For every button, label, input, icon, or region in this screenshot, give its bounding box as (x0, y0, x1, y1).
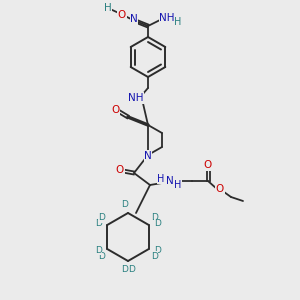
Text: O: O (111, 105, 119, 115)
Text: O: O (216, 184, 224, 194)
Text: D: D (98, 213, 105, 222)
Text: O: O (118, 10, 126, 20)
Text: D: D (121, 265, 128, 274)
Text: H: H (157, 174, 165, 184)
Text: H: H (174, 17, 182, 27)
Text: N: N (166, 176, 174, 186)
Text: D: D (151, 213, 158, 222)
Text: N: N (130, 14, 138, 24)
Text: D: D (151, 252, 158, 261)
Text: D: D (154, 246, 161, 255)
Text: N: N (144, 151, 152, 161)
Text: D: D (121, 200, 128, 209)
Text: D: D (128, 265, 135, 274)
Text: D: D (98, 252, 105, 261)
Text: D: D (95, 246, 101, 255)
Text: O: O (204, 160, 212, 170)
Text: NH: NH (128, 93, 144, 103)
Text: H: H (174, 180, 182, 190)
Text: D: D (154, 219, 161, 228)
Text: O: O (116, 165, 124, 175)
Text: H: H (104, 3, 112, 13)
Text: D: D (95, 219, 101, 228)
Text: NH: NH (159, 13, 175, 23)
